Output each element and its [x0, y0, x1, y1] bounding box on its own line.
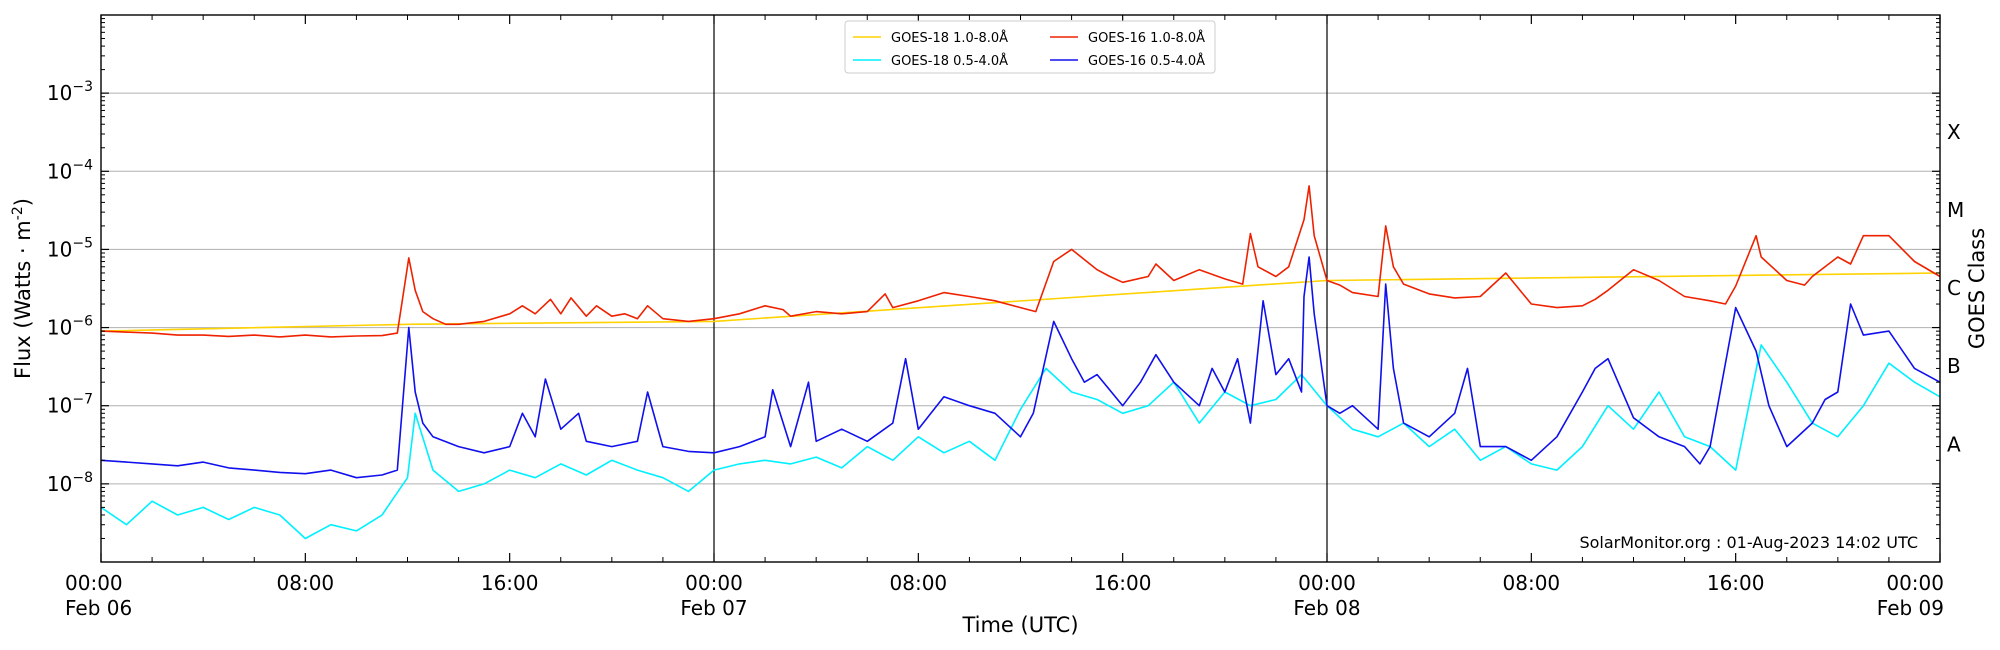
y-tick-exponent: −8	[72, 470, 93, 486]
series-line	[100, 344, 1941, 540]
y-tick-base: 10	[47, 394, 72, 418]
y-tick-base: 10	[47, 159, 72, 183]
legend-box	[844, 20, 1216, 74]
y-tick-exponent: −4	[72, 157, 93, 173]
gridlines	[101, 92, 1940, 485]
y-tick-base: 10	[47, 237, 72, 261]
series-line	[100, 256, 1941, 479]
credit-text: SolarMonitor.org : 01-Aug-2023 14:02 UTC	[1579, 533, 1918, 552]
goes-class-label: M	[1947, 198, 1964, 222]
x-tick-label: 00:00	[1298, 571, 1356, 595]
y-tick-label: 10−4	[47, 157, 93, 183]
legend-label: GOES-18 1.0-8.0Å	[891, 30, 1008, 46]
x-tick-label: 16:00	[1094, 571, 1152, 595]
y-tick-base: 10	[47, 472, 72, 496]
y-axis-title-exponent: -2	[10, 206, 26, 220]
x-tick-date-label: Feb 08	[1293, 596, 1360, 620]
legend-label: GOES-16 1.0-8.0Å	[1088, 30, 1205, 46]
y-tick-label: 10−7	[47, 392, 93, 418]
y-tick-label: 10−8	[47, 470, 93, 496]
series-line	[100, 185, 1941, 338]
x-tick-label: 00:00	[65, 571, 123, 595]
x-tick-label: 00:00	[1886, 571, 1944, 595]
series-lines	[100, 185, 1941, 540]
legend-label: GOES-16 0.5-4.0Å	[1088, 53, 1205, 69]
x-tick-label: 08:00	[890, 571, 948, 595]
y-tick-base: 10	[47, 316, 72, 340]
x-tick-date-label: Feb 09	[1877, 596, 1944, 620]
y-axis-title-text: Flux (Watts · m	[11, 220, 35, 379]
y-axis-title-close: )	[11, 198, 35, 206]
legend-label: GOES-18 0.5-4.0Å	[891, 53, 1008, 69]
goes-class-axis-title: GOES Class	[1965, 228, 1989, 349]
goes-class-label: B	[1947, 354, 1961, 378]
x-tick-label: 16:00	[481, 571, 539, 595]
goes-class-label: A	[1947, 432, 1961, 456]
y-tick-exponent: −3	[72, 79, 93, 95]
x-tick-label: 08:00	[1503, 571, 1561, 595]
y-tick-label: 10−5	[47, 235, 93, 261]
y-tick-exponent: −5	[72, 235, 93, 251]
y-axis-title: Flux (Watts · m-2)	[10, 198, 35, 379]
goes-class-labels: A B C M X	[1947, 120, 1964, 457]
x-tick-label: 00:00	[685, 571, 743, 595]
y-tick-label: 10−6	[47, 314, 93, 340]
x-tick-date-label: Feb 07	[680, 596, 747, 620]
y-tick-exponent: −7	[72, 392, 93, 408]
series-line	[100, 272, 1941, 332]
goes-class-label: X	[1947, 120, 1961, 144]
y-tick-exponent: −6	[72, 314, 93, 330]
plot-frame	[100, 14, 1941, 563]
day-boundary-lines	[713, 15, 1328, 562]
x-tick-label: 16:00	[1707, 571, 1765, 595]
y-tick-label: 10−3	[47, 79, 93, 105]
y-axis-ticks: 10−810−710−610−510−410−3	[47, 18, 1940, 539]
goes-class-label: C	[1947, 276, 1961, 300]
x-tick-date-label: Feb 06	[65, 596, 132, 620]
x-axis-title: Time (UTC)	[961, 613, 1078, 637]
legend: GOES-18 1.0-8.0Å GOES-18 0.5-4.0Å GOES-16 …	[844, 20, 1216, 74]
y-tick-base: 10	[47, 81, 72, 105]
x-tick-label: 08:00	[277, 571, 335, 595]
